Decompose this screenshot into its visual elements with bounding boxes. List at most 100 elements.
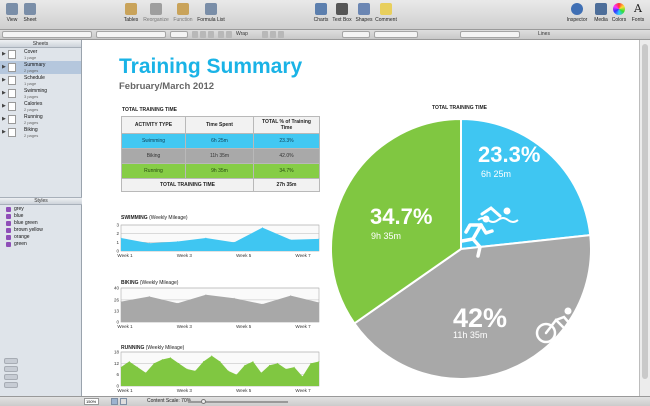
toolbar-function-button[interactable]: Function (171, 3, 195, 28)
disclosure-triangle-icon[interactable]: ▶ (2, 116, 6, 122)
toolbar-sheet-button[interactable]: Sheet (21, 3, 39, 28)
fill-popup[interactable] (374, 31, 418, 38)
table-header-cell[interactable]: Time Spent (185, 116, 254, 134)
zoom-popup[interactable]: 150% (84, 398, 99, 405)
table-cell[interactable]: Swimming (121, 133, 186, 149)
report-title[interactable]: Training Summary (119, 55, 303, 78)
toolbar-fonts-button[interactable]: A Fonts (631, 2, 645, 24)
running-area-chart[interactable]: 0 6 12 18 Week 1 Week 3 Week 5 Week 7 (109, 350, 323, 394)
swimming-area-chart[interactable]: 0 1 2 3 Week 1 Week 3 Week 5 Week 7 (109, 223, 323, 259)
content-scale-slider-knob[interactable] (201, 399, 206, 404)
style-item-blue[interactable]: blue (0, 213, 82, 220)
sidebar-tool-button[interactable] (4, 366, 18, 372)
sheet-item-cover[interactable]: ▶ Cover 1 page (2, 49, 38, 60)
italic-button[interactable] (200, 31, 206, 38)
table-header-cell[interactable]: ACTIVITY TYPE (121, 116, 186, 134)
toolbar-view-button[interactable]: View (3, 3, 21, 28)
pie-slice-running[interactable] (330, 117, 462, 325)
sheet-item-summary[interactable]: ▶ Summary 2 pages (0, 61, 81, 74)
sidebar-tool-button[interactable] (4, 382, 18, 388)
total-time-cell[interactable]: 27h 35m (253, 178, 320, 192)
wrap-label[interactable]: Wrap (236, 31, 248, 37)
style-item-green[interactable]: green (0, 241, 82, 248)
table-header-cell[interactable]: TOTAL % of Training Time (253, 116, 320, 134)
vertical-scrollbar[interactable] (639, 40, 650, 396)
table-cell[interactable]: 42.0% (253, 148, 320, 164)
stroke-popup[interactable] (460, 31, 520, 38)
y-tick-label: 13 (114, 308, 120, 313)
table-cell[interactable]: Biking (121, 148, 186, 164)
toolbar-tables-button[interactable]: Tables (122, 3, 140, 28)
sheet-item-swimming[interactable]: ▶ Swimming 3 pages (2, 88, 48, 99)
font-popup[interactable] (96, 31, 166, 38)
toolbar-charts-button[interactable]: Charts (312, 3, 330, 28)
cell-format-button[interactable] (262, 31, 268, 38)
training-time-table[interactable]: ACTIVITY TYPE Time Spent TOTAL % of Trai… (121, 116, 320, 192)
data-point (153, 362, 155, 364)
scrollbar-thumb[interactable] (642, 44, 648, 379)
toolbar-inspector-button[interactable]: Inspector (566, 3, 588, 28)
data-point (178, 362, 180, 364)
table-cell[interactable]: Running (121, 163, 186, 179)
total-label-cell[interactable]: TOTAL TRAINING TIME (121, 178, 254, 192)
toolbar-formula-list-button[interactable]: Formula List (195, 3, 227, 28)
page-view-button[interactable] (111, 398, 118, 405)
biking-area-chart[interactable]: 0 13 26 40 Week 1 Week 3 Week 5 Week 7 (109, 286, 323, 330)
table-row: Running 9h 35m 34.7% (121, 163, 320, 179)
style-item-blue-green[interactable]: blue green (0, 220, 82, 227)
disclosure-triangle-icon[interactable]: ▶ (2, 51, 6, 57)
training-time-pie-chart[interactable] (328, 116, 594, 382)
table-cell[interactable]: 6h 25m (185, 133, 254, 149)
toolbar-text-box-button[interactable]: Text Box (331, 3, 353, 28)
pie-chart-title: TOTAL TRAINING TIME (432, 105, 487, 111)
cell-format-button-2[interactable] (270, 31, 276, 38)
sheet-view-button[interactable] (120, 398, 127, 405)
font-size-field[interactable] (170, 31, 188, 38)
content-scale-slider[interactable] (188, 401, 288, 403)
table-cell[interactable]: 11h 35m (185, 148, 254, 164)
style-item-grey[interactable]: grey (0, 206, 82, 213)
report-subtitle[interactable]: February/March 2012 (119, 81, 215, 92)
align-center-button[interactable] (226, 31, 232, 38)
x-tick-label: Week 1 (117, 388, 133, 393)
sheet-thumbnail (8, 50, 16, 59)
underline-button[interactable] (208, 31, 214, 38)
x-tick-label: Week 1 (117, 324, 133, 329)
toolbar-comment-button[interactable]: Comment (374, 3, 398, 28)
toolbar-media-button[interactable]: Media (593, 3, 609, 28)
sidebar-tool-button[interactable] (4, 374, 18, 380)
align-left-button[interactable] (218, 31, 224, 38)
sidebar-tool-button[interactable] (4, 358, 18, 364)
disclosure-triangle-icon[interactable]: ▶ (2, 90, 6, 96)
disclosure-triangle-icon[interactable]: ▶ (2, 103, 6, 109)
sheets-sidebar: Sheets ▶ Cover 1 page ▶ Summary 2 pages ▶ … (0, 40, 82, 396)
sheet-item-running[interactable]: ▶ Running 2 pages (2, 114, 43, 125)
table-cell[interactable]: 9h 35m (185, 163, 254, 179)
lines-label[interactable]: Lines (538, 31, 550, 37)
toolbar-shapes-button[interactable]: Shapes (354, 3, 374, 28)
sheet-item-calories[interactable]: ▶ Calories 2 pages (2, 101, 43, 112)
bold-button[interactable] (192, 31, 198, 38)
table-cell[interactable]: 34.7% (253, 163, 320, 179)
document-canvas[interactable]: Training Summary February/March 2012 TOT… (83, 40, 639, 396)
data-point (203, 361, 204, 362)
disclosure-triangle-icon[interactable]: ▶ (2, 129, 6, 135)
disclosure-triangle-icon[interactable]: ▶ (2, 64, 6, 70)
toolbar-colors-button[interactable]: Colors (611, 3, 627, 28)
sheet-item-schedule[interactable]: ▶ Schedule 1 page (2, 75, 45, 86)
style-popup[interactable] (2, 31, 92, 38)
pie-slice-swimming[interactable] (460, 117, 592, 251)
table-cell[interactable]: 23.3% (253, 133, 320, 149)
style-item-brown-yellow[interactable]: brown yellow (0, 227, 82, 234)
format-bar: Wrap Lines (0, 30, 650, 40)
disclosure-triangle-icon[interactable]: ▶ (2, 77, 6, 83)
toolbar-reorganize-button[interactable]: Reorganize (142, 3, 170, 28)
cell-format-button-3[interactable] (278, 31, 284, 38)
style-swatch-icon (6, 242, 11, 247)
data-point (170, 357, 171, 359)
table-title: TOTAL TRAINING TIME (122, 107, 177, 113)
pie-slice-biking[interactable] (353, 234, 592, 380)
sheet-item-biking[interactable]: ▶ Biking 2 pages (2, 127, 39, 138)
style-item-orange[interactable]: orange (0, 234, 82, 241)
border-popup[interactable] (342, 31, 370, 38)
